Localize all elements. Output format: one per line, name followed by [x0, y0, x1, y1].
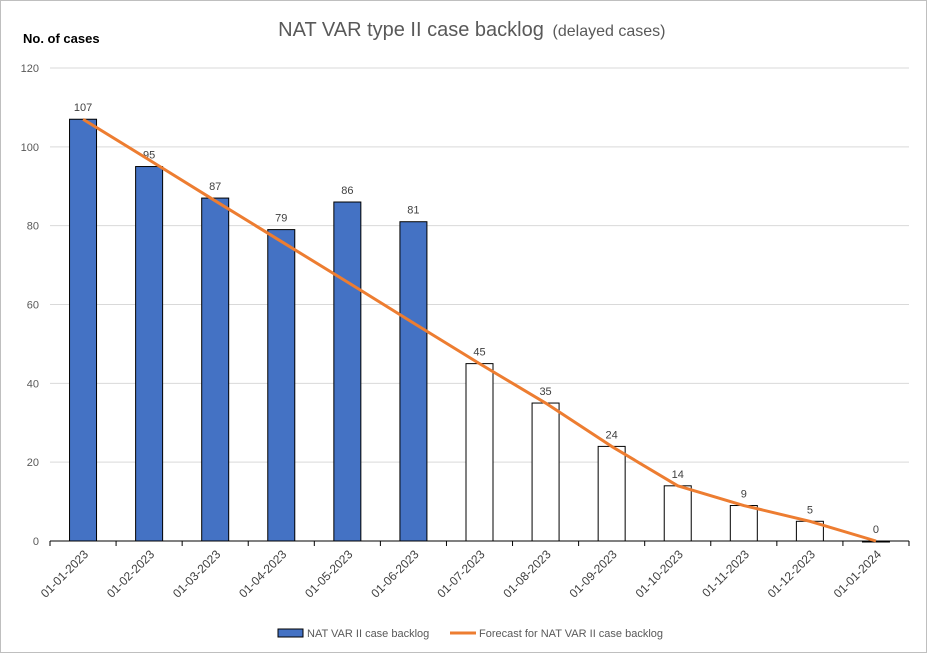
legend-bar-label: NAT VAR II case backlog	[307, 628, 429, 640]
bar	[597, 445, 626, 542]
y-tick-label: 20	[27, 457, 39, 469]
bar	[267, 229, 296, 542]
x-tick-label: 01-01-2024	[831, 547, 885, 601]
y-tick-label: 60	[27, 300, 39, 312]
data-label: 24	[606, 429, 618, 441]
data-label: 107	[74, 102, 92, 114]
forecast-line	[82, 117, 877, 543]
bar	[663, 485, 692, 542]
data-label: 35	[539, 386, 551, 398]
chart-title: NAT VAR type II case backlog	[278, 19, 544, 41]
x-tick-label: 01-09-2023	[566, 547, 620, 601]
x-tick-label: 01-02-2023	[104, 547, 158, 601]
x-tick-label: 01-04-2023	[236, 547, 290, 601]
x-tick-label: 01-07-2023	[434, 547, 488, 601]
bar	[135, 166, 164, 542]
legend-bar-swatch	[277, 628, 304, 638]
data-label: 79	[275, 213, 287, 225]
y-tick-label: 80	[27, 221, 39, 233]
data-label: 5	[807, 504, 813, 516]
x-tick-label: 01-05-2023	[302, 547, 356, 601]
chart-subtitle: (delayed cases)	[553, 23, 666, 40]
x-tick-label: 01-12-2023	[765, 547, 819, 601]
x-tick-label: 01-11-2023	[699, 547, 752, 600]
bar	[465, 363, 494, 542]
x-tick-label: 01-01-2023	[38, 547, 92, 601]
y-tick-label: 120	[21, 63, 39, 75]
data-label: 0	[873, 524, 879, 536]
data-label: 86	[341, 185, 353, 197]
x-tick-label: 01-06-2023	[368, 547, 422, 601]
legend-line-label: Forecast for NAT VAR II case backlog	[479, 628, 663, 640]
bar	[531, 402, 560, 542]
data-label: 45	[473, 347, 485, 359]
bar	[333, 201, 362, 542]
bar	[69, 118, 98, 542]
y-tick-label: 0	[33, 536, 39, 548]
bar	[399, 221, 428, 542]
x-tick-label: 01-03-2023	[170, 547, 224, 601]
data-label: 9	[741, 489, 747, 501]
y-tick-label: 100	[21, 142, 39, 154]
data-label: 81	[407, 205, 419, 217]
y-axis-label: No. of cases	[23, 31, 100, 46]
bar	[729, 505, 758, 542]
data-label: 14	[672, 469, 684, 481]
data-label: 87	[209, 181, 221, 193]
x-tick-label: 01-08-2023	[500, 547, 554, 601]
y-tick-label: 40	[27, 378, 39, 390]
bar	[201, 197, 230, 542]
x-tick-label: 01-10-2023	[633, 547, 687, 601]
